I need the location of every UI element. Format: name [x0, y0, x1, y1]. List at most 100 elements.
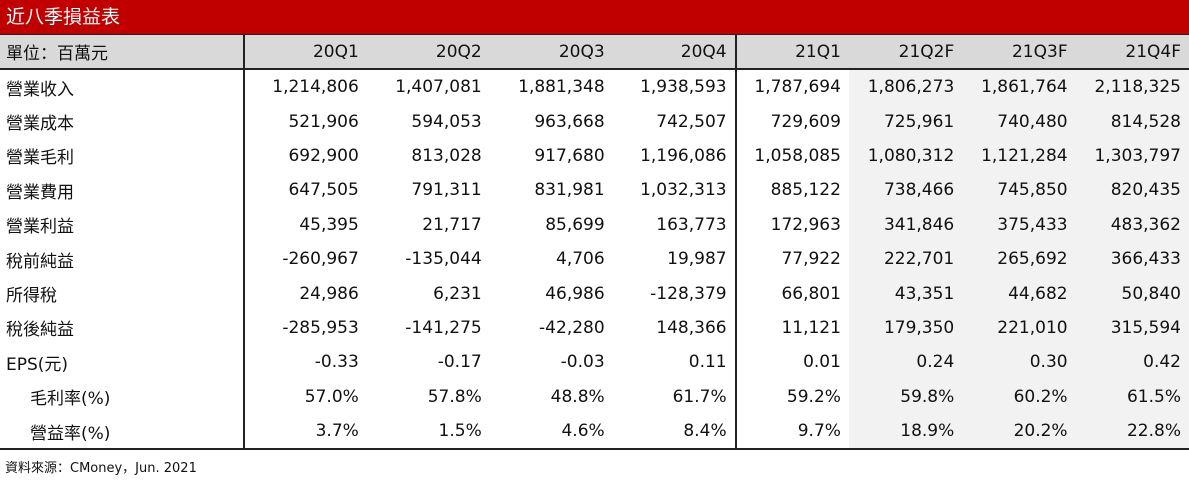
- table-cell: 21,717: [422, 214, 482, 235]
- table-row: 營業利益 45,395 21,717 85,699 163,773 172,963 341,…: [0, 207, 1189, 242]
- table-cell: 48.8%: [550, 386, 605, 407]
- table-cell: 740,480: [962, 104, 1076, 139]
- table-cell: 59.2%: [786, 386, 841, 407]
- table-cell: 341,846: [848, 207, 963, 242]
- table-cell: 3.7%: [243, 413, 367, 451]
- row-label: 稅前純益: [0, 241, 245, 277]
- table-cell: 315,594: [1075, 310, 1189, 346]
- table-cell: 483,362: [1075, 207, 1189, 242]
- table-cell: 179,350: [848, 310, 963, 346]
- table-cell: 8.4%: [612, 413, 737, 451]
- table-row: 營業成本 521,906 594,053 963,668 742,507 729,609 7…: [0, 104, 1189, 139]
- table-cell: 11,121: [781, 317, 841, 338]
- table-cell: 61.5%: [1075, 379, 1189, 414]
- table-cell: 43,351: [848, 276, 963, 311]
- table-cell: 1,032,313: [612, 173, 737, 208]
- row-label: 營業收入: [0, 69, 245, 105]
- unit-label: 單位：百萬元: [0, 34, 245, 70]
- table-cell: 265,692: [962, 241, 1076, 277]
- table-cell: 57.0%: [304, 386, 359, 407]
- table-cell: 61.7%: [612, 379, 737, 414]
- table-cell: -141,275: [405, 317, 482, 338]
- row-label: 所得稅: [0, 276, 245, 311]
- table-row: 稅後純益 -285,953 -141,275 -42,280 148,366 11,121…: [0, 310, 1189, 346]
- row-label: 營業毛利: [0, 138, 245, 174]
- table-cell: 148,366: [612, 310, 737, 346]
- table-cell: 742,507: [612, 104, 737, 139]
- table-cell: 831,981: [534, 180, 605, 201]
- table-row: 毛利率(%) 57.0% 57.8% 48.8% 61.7% 59.2% 59.8% 60.2…: [0, 379, 1189, 414]
- table-cell: 60.2%: [962, 379, 1076, 414]
- table-cell: 1,938,593: [612, 69, 737, 105]
- col-header: 20Q1: [243, 34, 367, 70]
- row-label: 營業成本: [0, 104, 245, 139]
- source-note: 資料來源：CMoney，Jun. 2021: [5, 461, 197, 476]
- table-cell: 222,701: [848, 241, 963, 277]
- row-label: EPS(元): [0, 345, 245, 380]
- table-cell: 917,680: [534, 145, 605, 166]
- table-cell: -135,044: [405, 249, 482, 270]
- table-cell: 745,850: [962, 173, 1076, 208]
- table-row: 稅前純益 -260,967 -135,044 4,706 19,987 77,922 222…: [0, 241, 1189, 277]
- table-cell: 1,787,694: [754, 77, 841, 98]
- table-cell: 20.2%: [962, 413, 1076, 451]
- table-cell: 814,528: [1075, 104, 1189, 139]
- table-cell: 221,010: [962, 310, 1076, 346]
- table-cell: 1,861,764: [962, 69, 1076, 105]
- table-cell: 366,433: [1075, 241, 1189, 277]
- table-cell: 77,922: [781, 249, 841, 270]
- table-cell: 1,806,273: [848, 69, 963, 105]
- table-cell: -42,280: [539, 317, 605, 338]
- table-cell: 172,963: [770, 214, 841, 235]
- table-cell: 885,122: [770, 180, 841, 201]
- table-row: 營業毛利 692,900 813,028 917,680 1,196,086 1,058,…: [0, 138, 1189, 174]
- table-cell: 1.5%: [366, 413, 490, 451]
- table-cell: 1,407,081: [395, 77, 482, 98]
- table-cell: 1,303,797: [1075, 138, 1189, 174]
- table-cell: 4,706: [556, 249, 605, 270]
- table-cell: 0.30: [962, 345, 1076, 380]
- table-cell: 6,231: [433, 283, 482, 304]
- table-cell: 738,466: [848, 173, 963, 208]
- table-cell: 813,028: [411, 145, 482, 166]
- income-statement-table: 單位：百萬元 20Q1 20Q2 20Q3 20Q4 21Q1 21Q2F 21…: [0, 34, 1189, 451]
- table-title: 近八季損益表: [0, 0, 1189, 34]
- table-cell: 0.01: [803, 352, 841, 373]
- table-cell: 1,881,348: [518, 77, 605, 98]
- table-cell: 725,961: [848, 104, 963, 139]
- table-cell: -0.03: [560, 352, 605, 373]
- row-label: 稅後純益: [0, 310, 245, 346]
- col-header: 21Q3F: [962, 34, 1076, 70]
- table-cell: 375,433: [962, 207, 1076, 242]
- table-cell: 66,801: [781, 283, 841, 304]
- table-cell: 19,987: [612, 241, 737, 277]
- col-header: 20Q4: [612, 34, 737, 70]
- col-header: 21Q1: [735, 34, 849, 70]
- row-label: 營業利益: [0, 207, 245, 242]
- header-row: 單位：百萬元 20Q1 20Q2 20Q3 20Q4 21Q1 21Q2F 21…: [0, 34, 1189, 70]
- table-cell: 22.8%: [1075, 413, 1189, 451]
- table-cell: 24,986: [299, 283, 359, 304]
- table-cell: 791,311: [411, 180, 482, 201]
- table-cell: 0.42: [1075, 345, 1189, 380]
- table-row: 所得稅 24,986 6,231 46,986 -128,379 66,801 43,351…: [0, 276, 1189, 311]
- table-row: 營業費用 647,505 791,311 831,981 1,032,313 885,12…: [0, 173, 1189, 208]
- table-cell: 44,682: [962, 276, 1076, 311]
- table-cell: -0.17: [437, 352, 482, 373]
- table-cell: 57.8%: [427, 386, 482, 407]
- table-cell: 0.24: [848, 345, 963, 380]
- table-cell: 50,840: [1075, 276, 1189, 311]
- table-cell: -128,379: [612, 276, 737, 311]
- row-label: 毛利率(%): [0, 379, 245, 414]
- table-cell: 963,668: [534, 111, 605, 132]
- table-cell: -285,953: [282, 317, 359, 338]
- table-cell: -0.33: [314, 352, 359, 373]
- row-label: 營業費用: [0, 173, 245, 208]
- table-cell: 0.11: [612, 345, 737, 380]
- table-cell: 1,214,806: [272, 77, 359, 98]
- table-cell: 85,699: [545, 214, 605, 235]
- table-cell: 647,505: [288, 180, 359, 201]
- table-cell: 1,080,312: [848, 138, 963, 174]
- col-header: 21Q4F: [1075, 34, 1189, 70]
- table-cell: 1,121,284: [962, 138, 1076, 174]
